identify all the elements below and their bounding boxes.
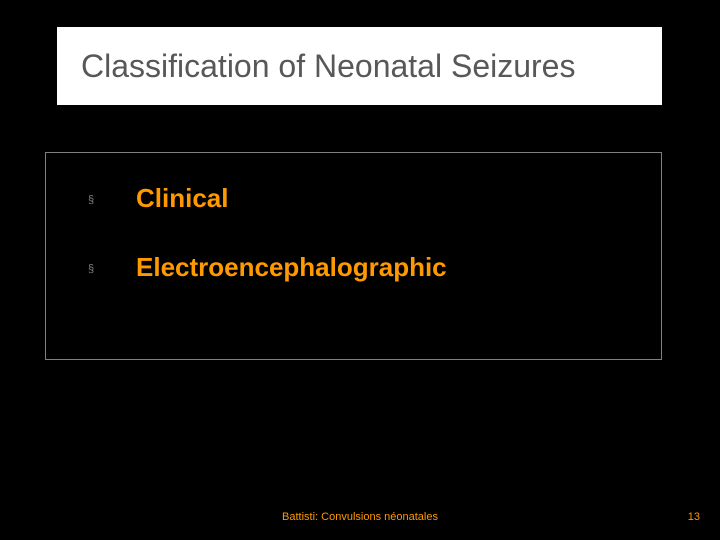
list-item: § Clinical — [88, 183, 641, 214]
title-box: Classification of Neonatal Seizures — [57, 27, 662, 105]
list-item: § Electroencephalographic — [88, 252, 641, 283]
page-number: 13 — [688, 511, 700, 523]
bullet-marker-icon: § — [88, 263, 136, 275]
bullet-text: Electroencephalographic — [136, 252, 447, 283]
content-box: § Clinical § Electroencephalographic — [45, 152, 662, 360]
slide-title: Classification of Neonatal Seizures — [81, 48, 575, 85]
bullet-text: Clinical — [136, 183, 228, 214]
footer-caption: Battisti: Convulsions néonatales — [0, 511, 720, 523]
bullet-marker-icon: § — [88, 194, 136, 206]
